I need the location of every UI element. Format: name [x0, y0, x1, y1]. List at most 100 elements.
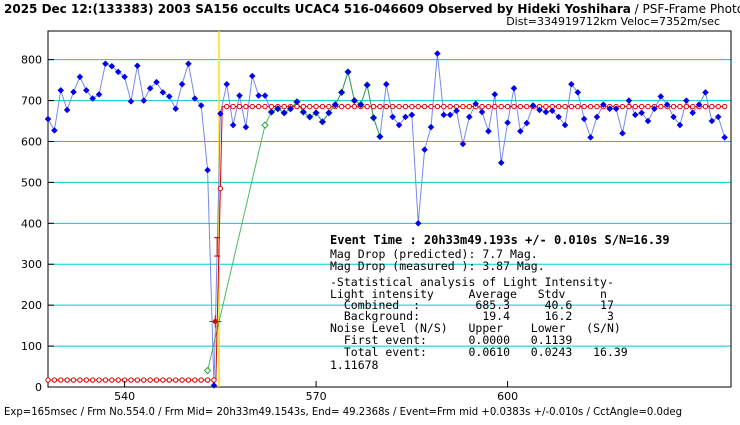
stat-background: Background: 19.4 16.2 3 [330, 309, 614, 323]
observed-point [523, 119, 531, 127]
secondary-point [203, 366, 212, 375]
observed-point [357, 101, 365, 109]
model-point [96, 377, 102, 383]
model-point [626, 103, 632, 110]
observed-point [229, 121, 237, 129]
observed-point [421, 146, 428, 154]
observed-point [510, 84, 518, 92]
model-point [217, 185, 224, 192]
observed-point [312, 109, 320, 117]
observed-point [223, 80, 231, 88]
observed-point [178, 80, 186, 88]
observed-point [434, 50, 441, 57]
observed-point [51, 127, 58, 134]
model-point [262, 103, 268, 110]
observed-point [568, 80, 575, 88]
model-point [632, 103, 638, 110]
model-point [543, 103, 549, 110]
observed-point [331, 101, 339, 109]
model-point [402, 103, 409, 110]
stat-title: -Statistical analysis of Light Intensity… [330, 275, 614, 289]
observed-point [625, 97, 633, 104]
model-point [102, 377, 109, 383]
chart-title-main: 2025 Dec 12:(133383) 2003 SA156 occults … [4, 2, 631, 16]
observed-point [472, 100, 480, 108]
model-point [594, 103, 600, 110]
observed-point [102, 60, 109, 68]
model-point [447, 103, 453, 110]
observed-point [721, 134, 728, 141]
observed-point [440, 111, 448, 119]
model-point [300, 103, 307, 110]
model-point [211, 377, 217, 383]
observed-point [395, 121, 403, 129]
model-point [421, 103, 428, 110]
model-point [147, 377, 153, 383]
x-tick-label-540: 540 [114, 390, 135, 403]
observed-point [248, 72, 256, 80]
observed-point [459, 140, 467, 148]
observed-point [108, 62, 116, 70]
model-point [77, 377, 83, 383]
model-point [51, 377, 58, 383]
model-point [562, 103, 568, 110]
observed-point [287, 105, 294, 113]
model-point [479, 103, 485, 110]
model-point [224, 103, 230, 110]
observed-point [529, 102, 537, 109]
y-tick-label-600: 600 [21, 135, 42, 148]
chart-title-rest: / PSF-Frame Photometry / [631, 2, 740, 16]
model-point [89, 377, 96, 383]
observed-point [561, 121, 569, 129]
observed-point [465, 113, 473, 121]
observed-point [382, 80, 390, 88]
observed-point [676, 121, 684, 129]
observed-point [651, 105, 658, 113]
observed-point [402, 113, 409, 121]
observed-point [204, 166, 211, 174]
extra-value: 1.11678 [330, 358, 379, 372]
observed-point [127, 98, 135, 105]
model-point [677, 103, 683, 110]
observed-point [191, 95, 199, 102]
model-point [645, 103, 651, 110]
observed-point [261, 92, 269, 100]
observed-point [644, 117, 652, 125]
model-point [441, 103, 447, 110]
model-point [166, 377, 172, 383]
model-point [517, 103, 524, 110]
observed-point [82, 86, 90, 94]
observed-point [216, 110, 224, 118]
model-point [460, 103, 466, 110]
observed-point [274, 105, 282, 113]
observed-point [268, 108, 275, 116]
observed-point [497, 159, 505, 167]
info-panel: Event Time : 20h33m49.193s +/- 0.010s S/… [330, 233, 670, 372]
observed-point [606, 105, 614, 113]
y-tick-label-400: 400 [21, 217, 42, 230]
observed-point [714, 113, 722, 121]
y-tick-label-500: 500 [21, 176, 42, 189]
observed-point [638, 109, 645, 117]
model-point [466, 103, 472, 110]
model-point [345, 103, 351, 110]
observed-point [146, 84, 154, 92]
model-point [185, 377, 192, 383]
model-point [268, 103, 275, 110]
model-point [319, 103, 326, 110]
observed-point [165, 93, 173, 100]
model-point [115, 377, 121, 383]
model-point [204, 377, 211, 383]
observed-point [689, 109, 697, 117]
model-point [307, 103, 313, 110]
model-point [370, 103, 377, 110]
event-time-text: Event Time : 20h33m49.193s +/- 0.010s S/… [330, 233, 670, 247]
grid-lines [48, 59, 731, 347]
observed-point [299, 108, 307, 116]
model-point [255, 103, 262, 110]
model-point [64, 377, 70, 383]
y-tick-label-200: 200 [21, 299, 42, 312]
observed-point [172, 105, 180, 113]
chart-marks [44, 50, 728, 389]
model-point [160, 377, 166, 383]
